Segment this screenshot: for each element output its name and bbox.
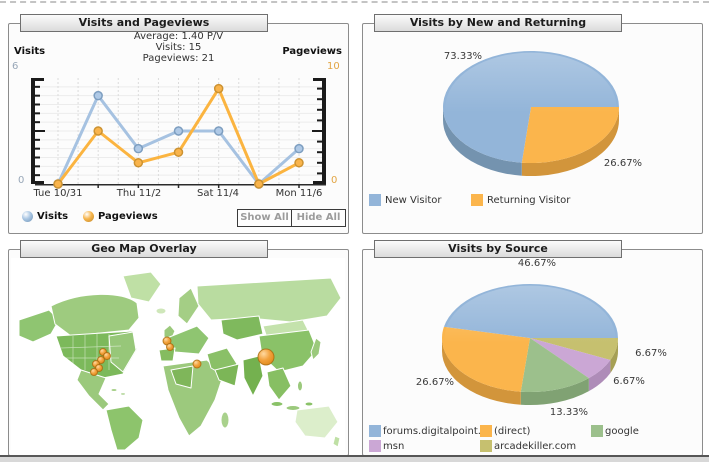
direct-legend-label: (direct): [494, 426, 531, 437]
x-tick-thu-11-2: Thu 11/2: [116, 188, 162, 199]
right-axis-label: Pageviews: [282, 46, 342, 57]
forums-legend-label: forums.digitalpoint.: [383, 426, 481, 437]
visits-legend-label: Visits: [37, 211, 69, 222]
new-visitor-legend-label: New Visitor: [385, 195, 442, 206]
returning-visitor-legend-swatch: [471, 194, 483, 206]
drop-zone-dashed-border: [0, 1, 709, 3]
arcadekiller-legend-label: arcadekiller.com: [494, 441, 577, 452]
world-map: [11, 258, 345, 450]
msn-legend-swatch: [369, 440, 381, 452]
stat-pageviews-total: Pageviews: 21: [142, 53, 215, 64]
geo-marker-western-europe: [166, 343, 174, 351]
chart-toggle-buttons: Show All Hide All: [237, 209, 346, 227]
panel-visits-by-source: Visits by Source 46.67% 6.67% 6.67% 13.3…: [362, 240, 703, 456]
right-axis-max: 10: [327, 61, 340, 72]
panel-visits-new-returning: Visits by New and Returning 73.33% 26.67…: [362, 14, 703, 234]
forums-percent-label: 46.67%: [517, 258, 557, 269]
map-continents: [18, 271, 342, 450]
geo-marker-middle-east: [192, 359, 202, 369]
geo-marker-us-east-coast: [103, 352, 111, 360]
new-visitor-legend-swatch: [369, 194, 381, 206]
panel-geo-map-overlay: Geo Map Overlay: [8, 240, 349, 456]
direct-legend-swatch: [480, 425, 492, 437]
hide-all-button[interactable]: Hide All: [296, 212, 341, 223]
visits-pageviews-line-chart: [31, 78, 326, 189]
window-bottom-shadow: [0, 457, 709, 462]
panel-title-visits-new-returning: Visits by New and Returning: [374, 14, 622, 32]
direct-percent-label: 26.67%: [415, 377, 455, 388]
arcadekiller-legend-swatch: [480, 440, 492, 452]
arcadekiller-percent-label: 6.67%: [635, 348, 667, 359]
pageviews-legend-icon: [83, 211, 94, 222]
x-tick-sat-11-4: Sat 11/4: [196, 188, 240, 199]
stat-visits-total: Visits: 15: [155, 42, 202, 53]
panel-title-visits-and-pageviews: Visits and Pageviews: [20, 14, 268, 32]
pageviews-legend-label: Pageviews: [98, 211, 158, 222]
returning-visitor-percent-label: 26.67%: [603, 158, 643, 169]
visits-legend-icon: [22, 211, 33, 222]
stat-average: Average: 1.40 P/V: [133, 31, 224, 42]
x-tick-tue-10-31: Tue 10/31: [33, 188, 83, 199]
chart-summary-stats: Average: 1.40 P/V Visits: 15 Pageviews: …: [9, 31, 348, 64]
returning-visitor-legend-label: Returning Visitor: [487, 195, 571, 206]
geo-marker-us-east-coast: [90, 368, 98, 376]
google-legend-label: google: [605, 426, 639, 437]
x-tick-mon-11-6: Mon 11/6: [275, 188, 323, 199]
new-visitor-percent-label: 73.33%: [443, 51, 483, 62]
geo-marker-china: [257, 348, 275, 366]
right-axis-min: 0: [331, 175, 338, 186]
left-axis-label: Visits: [14, 46, 46, 57]
source-pie-chart: [442, 283, 618, 405]
google-percent-label: 13.33%: [549, 407, 589, 418]
panel-title-visits-by-source: Visits by Source: [374, 240, 622, 258]
google-legend-swatch: [591, 425, 603, 437]
window-bottom-edge: [0, 455, 709, 457]
panel-title-geo-map-overlay: Geo Map Overlay: [20, 240, 268, 258]
show-all-button[interactable]: Show All: [238, 210, 292, 226]
msn-legend-label: msn: [383, 441, 405, 452]
new-returning-pie-chart: [443, 51, 619, 176]
left-axis-min: 0: [18, 175, 25, 186]
msn-percent-label: 6.67%: [613, 376, 645, 387]
left-axis-max: 6: [12, 61, 19, 72]
visit-location-markers: [90, 336, 275, 376]
panel-visits-and-pageviews: Visits and Pageviews Average: 1.40 P/V V…: [8, 14, 349, 234]
forums-legend-swatch: [369, 425, 381, 437]
